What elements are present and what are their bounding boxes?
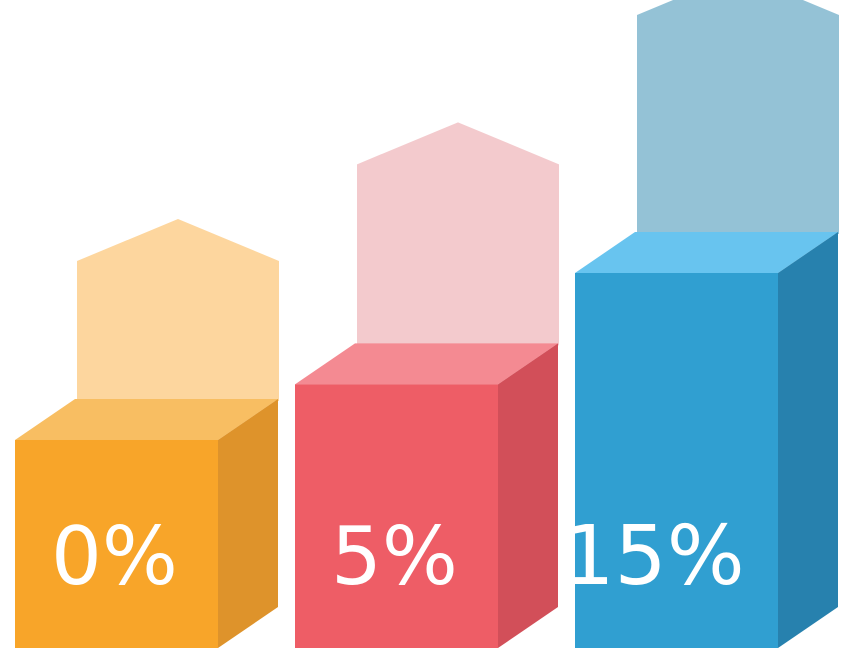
bar-value-label: 0% bbox=[51, 510, 178, 603]
bar-value-label: 5% bbox=[331, 510, 458, 603]
bar-front-face-3 bbox=[575, 273, 778, 648]
bar-1: 0% bbox=[15, 219, 279, 648]
bar-top-face-2 bbox=[295, 343, 558, 385]
bar-arrow-3 bbox=[637, 0, 839, 234]
bar-arrow-1 bbox=[77, 219, 279, 401]
bar-value-label: 15% bbox=[562, 509, 744, 604]
bar-top-face-1 bbox=[15, 399, 278, 440]
bar-side-face-1 bbox=[218, 399, 278, 648]
bar-side-face-3 bbox=[778, 232, 838, 648]
bar-arrow-2 bbox=[357, 122, 559, 346]
bar-side-face-2 bbox=[498, 343, 558, 648]
bar-top-face-3 bbox=[575, 232, 838, 273]
bar-3: 15% bbox=[562, 0, 839, 648]
bar-front-face-1 bbox=[15, 440, 218, 648]
bar-front-face-2 bbox=[295, 384, 498, 648]
bar-2: 5% bbox=[295, 122, 559, 648]
